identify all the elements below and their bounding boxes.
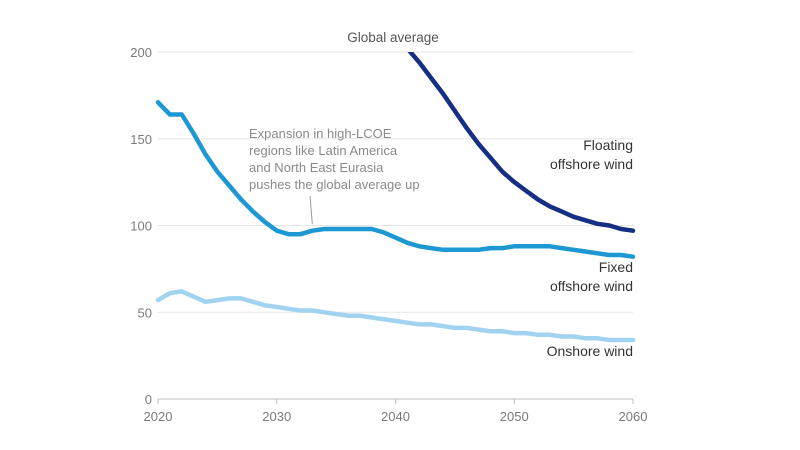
x-tick-label-2020: 2020 bbox=[144, 409, 173, 424]
label-floating-line-2: offshore wind bbox=[550, 156, 633, 172]
x-tick-label-2050: 2050 bbox=[500, 409, 529, 424]
x-tick-label-2060: 2060 bbox=[619, 409, 648, 424]
annotation-leader-line bbox=[309, 195, 313, 225]
y-tick-label-200: 200 bbox=[130, 45, 152, 60]
y-tick-label-0: 0 bbox=[145, 392, 152, 407]
y-tick-label-150: 150 bbox=[130, 132, 152, 147]
label-fixed-line-2: offshore wind bbox=[550, 278, 633, 294]
x-tick-label-2030: 2030 bbox=[262, 409, 291, 424]
annotation: Expansion in high-LCOE regions like Lati… bbox=[249, 126, 420, 225]
label-fixed-line-1: Fixed bbox=[599, 259, 633, 275]
series-line-fixed-offshore-wind bbox=[155, 100, 636, 259]
annotation-line-2: regions like Latin America bbox=[249, 143, 398, 158]
annotation-line-3: and North East Eurasia bbox=[249, 160, 384, 175]
series-labels: Floating offshore wind Fixed offshore wi… bbox=[547, 137, 633, 359]
series-line-floating-offshore-wind bbox=[407, 52, 636, 233]
chart-subtitle: Global average bbox=[347, 30, 439, 45]
grid-lines bbox=[158, 51, 633, 313]
annotation-line-1: Expansion in high-LCOE bbox=[249, 126, 392, 141]
y-tick-label-100: 100 bbox=[130, 219, 152, 234]
series-lines bbox=[155, 52, 636, 343]
annotation-line-4: pushes the global average up bbox=[249, 177, 420, 192]
label-floating-line-1: Floating bbox=[583, 137, 633, 153]
axes: 0 50 100 150 200 2020 2030 2040 2050 2060 bbox=[130, 45, 647, 424]
x-tick-label-2040: 2040 bbox=[381, 409, 410, 424]
series-line-onshore-wind bbox=[155, 289, 636, 343]
label-onshore: Onshore wind bbox=[547, 343, 633, 359]
y-tick-label-50: 50 bbox=[138, 305, 152, 320]
